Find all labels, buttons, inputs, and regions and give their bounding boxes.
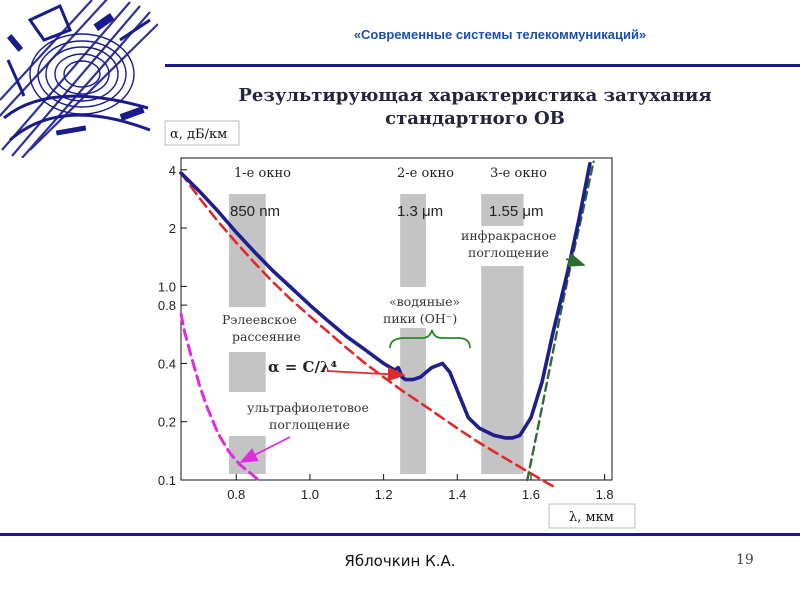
uv-absorption-label-line1: ультрафиолетовое — [247, 400, 369, 415]
window1-wavelength: 850 nm — [230, 203, 280, 220]
footer-divider — [0, 533, 800, 536]
water-peaks-label-line1: «водяные» — [389, 294, 460, 309]
y-tick-label: 0.2 — [158, 415, 176, 430]
footer-author: Яблочкин К.А. — [344, 552, 456, 570]
y-tick-label: 1.0 — [158, 279, 176, 294]
window-band-1 — [228, 436, 266, 474]
window-band-2 — [400, 194, 426, 287]
x-tick-label: 1.0 — [301, 487, 319, 502]
ylabel-box — [164, 120, 240, 146]
x-tick-label: 1.8 — [596, 487, 614, 502]
series-ultraviolet-line — [179, 312, 260, 482]
x-tick-label: 1.6 — [522, 487, 540, 502]
window-band-3 — [481, 194, 524, 226]
water-peaks-brace — [389, 329, 471, 349]
xlabel-box — [548, 503, 636, 529]
rayleigh-label-line1: Рэлеевское — [222, 312, 297, 327]
rayleigh-formula: α = C/λ⁴ — [268, 358, 337, 376]
y-tick-label: 4 — [169, 163, 176, 178]
rayleigh-label-line2: рассеяние — [232, 329, 301, 344]
ir-absorption-label-line2: поглощение — [468, 245, 549, 260]
x-tick-label: 1.2 — [375, 487, 393, 502]
slide-title-line2: стандартного ОВ — [385, 108, 565, 129]
header-divider — [165, 64, 800, 67]
y-tick-label: 2 — [169, 221, 176, 236]
series-infrared-line — [526, 160, 595, 482]
y-tick-label: 0.1 — [158, 473, 176, 488]
formula-arrow — [326, 366, 406, 382]
window2-label: 2-е окно — [397, 166, 454, 181]
slide-number: 19 — [736, 552, 754, 568]
x-axis-label: λ, мкм — [569, 510, 614, 525]
x-tick-label: 1.4 — [448, 487, 466, 502]
ir-absorption-label-line1: инфракрасное — [461, 228, 556, 243]
uv-arrow — [239, 436, 291, 463]
y-tick-label: 0.8 — [158, 298, 176, 313]
logo — [0, 0, 158, 158]
y-ticks: 4 2 1.0 0.8 0.4 0.2 0.1 — [158, 163, 187, 488]
series-layer — [179, 160, 595, 488]
y-axis-label: α, дБ/км — [170, 127, 227, 142]
header-subtitle: «Современные системы телекоммуникаций» — [353, 27, 647, 42]
window1-label: 1-е окно — [234, 166, 291, 181]
series-rayleigh-line — [179, 171, 555, 488]
y-tick-label: 0.4 — [158, 356, 176, 371]
window2-wavelength: 1.3 μm — [397, 203, 443, 220]
ir-arrow — [565, 253, 586, 267]
slide-title-line1: Результирующая характеристика затухания — [238, 85, 712, 106]
water-peaks-label-line2: пики (OH⁻) — [383, 311, 457, 326]
window-band-1 — [228, 194, 266, 307]
x-ticks: 0.8 1.0 1.2 1.4 1.6 1.8 — [227, 474, 614, 502]
window-band-3 — [481, 266, 524, 474]
window3-label: 3-е окно — [490, 166, 547, 181]
window-bands — [228, 194, 524, 474]
window3-wavelength: 1.55 μm — [489, 203, 544, 220]
series-total-line — [179, 161, 592, 440]
window-band-2 — [400, 328, 426, 474]
window-band-1 — [228, 352, 266, 392]
x-tick-label: 0.8 — [227, 487, 245, 502]
uv-absorption-label-line2: поглощение — [269, 417, 350, 432]
slide-title: Результирующая характеристика затухания … — [230, 84, 720, 130]
